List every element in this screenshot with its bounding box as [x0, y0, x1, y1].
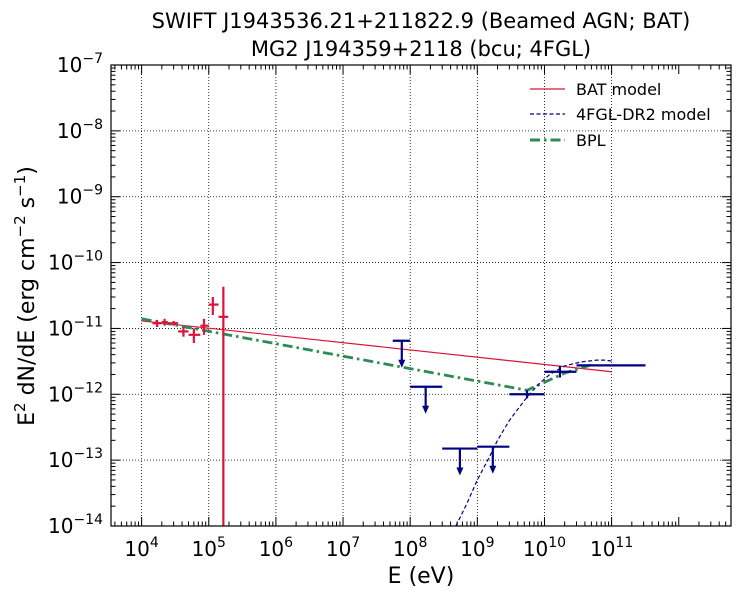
y-tick-label: 10−14: [48, 512, 103, 538]
y-axis-label: E2 dN/dE (erg cm−2 s−1): [11, 166, 40, 426]
bat-data-point: [161, 318, 168, 326]
y-tick-label: 10−13: [48, 446, 103, 472]
legend-label-bpl: BPL: [576, 131, 606, 150]
legend: BAT model 4FGL-DR2 model BPL: [530, 80, 711, 150]
y-axis-label-base-sup: 2: [11, 402, 29, 412]
fermi-data-point: [509, 390, 545, 399]
y-axis-label-close: ): [15, 166, 40, 175]
fermi-model-line: [455, 359, 612, 526]
x-tick-label-base: 10: [192, 537, 217, 561]
bat-data-point: [208, 297, 219, 315]
x-tick-label-base: 10: [460, 537, 485, 561]
legend-label-4fgl-model: 4FGL-DR2 model: [576, 105, 711, 124]
y-axis-label-s-sup: −1: [11, 175, 29, 197]
x-tick-label-exp: 7: [351, 535, 360, 551]
y-axis-label-mid: dN/dE (erg cm: [15, 237, 40, 402]
y-tick-label-base: 10: [48, 382, 73, 406]
x-tick-label: 105: [192, 535, 226, 561]
x-tick-label: 1011: [590, 535, 633, 561]
y-tick-label-exp: −12: [73, 380, 103, 396]
plot-area: [111, 65, 731, 526]
x-tick-label-exp: 5: [217, 535, 226, 551]
y-tick-label: 10−12: [48, 380, 103, 406]
upper-limit-arrowhead: [422, 405, 430, 414]
bat-data-point: [188, 328, 201, 344]
bat-data-point: [152, 319, 162, 328]
bat-data-point: [218, 286, 229, 526]
upper-limit-arrowhead: [398, 359, 406, 368]
x-tick-label-base: 10: [590, 537, 615, 561]
upper-limit-arrowhead: [456, 467, 464, 476]
bat-data-point: [167, 320, 179, 326]
y-tick-label-exp: −10: [73, 249, 103, 265]
bpl-model-line: [141, 317, 592, 392]
x-tick-label: 108: [393, 535, 427, 561]
x-tick-label: 109: [460, 535, 494, 561]
bat-data-point: [200, 318, 209, 335]
x-tick-label-exp: 9: [486, 535, 495, 551]
y-axis-label-s: s: [15, 197, 40, 215]
y-tick-label-base: 10: [48, 448, 73, 472]
x-tick-label-exp: 10: [548, 535, 566, 551]
x-tick-label-base: 10: [326, 537, 351, 561]
y-tick-label: 10−7: [57, 51, 103, 77]
y-tick-label-exp: −7: [82, 51, 103, 67]
x-tick-label-exp: 11: [615, 535, 633, 551]
x-axis-label: E (eV): [388, 564, 455, 589]
x-tick-label: 104: [124, 535, 158, 561]
x-tick-label-exp: 4: [150, 535, 159, 551]
y-tick-label: 10−8: [57, 117, 103, 143]
chart-title-line1: SWIFT J1943536.21+211822.9 (Beamed AGN; …: [152, 9, 691, 33]
x-tick-labels: 104 105 106 107 108 109 1010 1011: [124, 535, 633, 561]
plot-frame: [110, 64, 732, 527]
x-tick-label-exp: 8: [418, 535, 427, 551]
fermi-data-point: [544, 365, 577, 378]
chart-title-line2: MG2 J194359+2118 (bcu; 4FGL): [251, 37, 591, 61]
y-tick-label-base: 10: [57, 53, 82, 77]
fermi-upper-limit: [477, 445, 510, 474]
y-tick-label: 10−11: [48, 314, 103, 340]
x-tick-label-base: 10: [124, 537, 149, 561]
y-tick-label-base: 10: [48, 514, 73, 538]
x-tick-label-base: 10: [259, 537, 284, 561]
fermi-upper-limit: [442, 447, 478, 476]
legend-label-bat-model: BAT model: [576, 80, 661, 99]
x-tick-label-exp: 6: [284, 535, 293, 551]
x-tick-label-base: 10: [523, 537, 548, 561]
fermi-upper-limit: [392, 339, 411, 368]
series-layer: [141, 286, 646, 526]
y-tick-label-base: 10: [48, 316, 73, 340]
fermi-upper-limit: [410, 385, 443, 414]
y-tick-label-base: 10: [57, 119, 82, 143]
y-tick-label-base: 10: [48, 251, 73, 275]
y-tick-label-exp: −8: [82, 117, 103, 133]
y-tick-label-exp: −13: [73, 446, 103, 462]
y-tick-label-exp: −14: [73, 512, 103, 528]
bat-model-line: [141, 320, 612, 373]
y-tick-label: 10−9: [57, 183, 103, 209]
x-tick-label: 106: [259, 535, 293, 561]
y-tick-label-exp: −11: [73, 314, 103, 330]
bat-data-point: [178, 327, 189, 337]
x-tick-label: 107: [326, 535, 360, 561]
x-tick-label-base: 10: [393, 537, 418, 561]
y-tick-label-base: 10: [57, 185, 82, 209]
upper-limit-arrowhead: [489, 465, 497, 474]
axis-ticks: [111, 64, 732, 527]
y-tick-label-exp: −9: [82, 183, 103, 199]
y-tick-label: 10−10: [48, 249, 103, 275]
y-axis-label-base: E: [15, 412, 40, 426]
x-tick-label: 1010: [523, 535, 566, 561]
y-axis-label-mid-sup: −2: [11, 215, 29, 237]
